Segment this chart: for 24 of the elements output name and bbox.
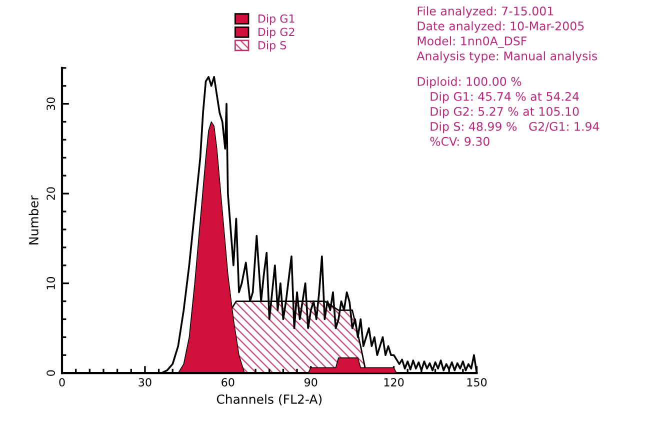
legend-label: Dip G2 [258,28,294,38]
y-tick-label: 30 [46,98,55,110]
x-tick-label: 90 [304,378,318,387]
x-tick-label: 60 [222,378,234,387]
y-tick-label: 0 [46,370,55,376]
y-tick-label: 20 [46,187,55,200]
annotation: Diploid: 100.00 % [418,76,522,88]
text: Date analyzed: 10-Mar-2005 [418,21,584,33]
annotation: Dip G1: 45.74 % at 54.24 [430,92,579,104]
x-tick-label: 30 [138,378,152,387]
y-tick-label: 10 [46,276,55,290]
x-tick-label: 0 [59,378,65,387]
text: Analysis type: Manual analysis [416,51,598,63]
y-axis-title: Number [28,195,38,244]
annotation: Dip S: 48.99 % G2/G1: 1.94 [430,122,600,134]
text: Model: 1nn0A_DSF [418,36,526,48]
annotation: Dip G2: 5.27 % at 105.10 [430,106,579,118]
text: File analyzed: 7-15.001 [418,6,554,18]
x-tick-label: 120 [384,378,404,387]
x-axis-title: Channels (FL2-A) [216,394,322,406]
annotation: %CV: 9.30 [430,136,490,146]
legend-label: Dip G1 [258,14,294,25]
legend-label: Dip S [258,40,286,52]
x-tick-label: 150 [467,378,487,387]
